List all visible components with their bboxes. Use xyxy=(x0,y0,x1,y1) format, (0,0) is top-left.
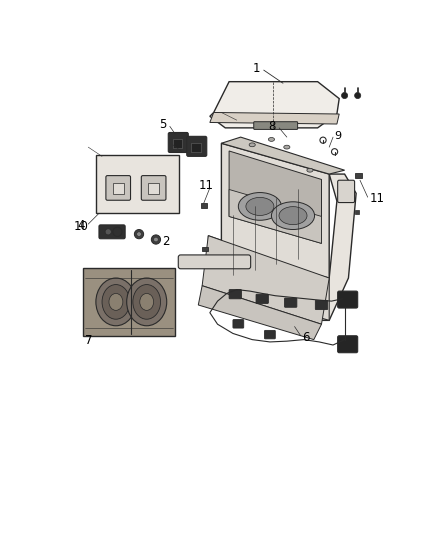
Circle shape xyxy=(154,237,158,242)
FancyBboxPatch shape xyxy=(178,255,251,269)
FancyBboxPatch shape xyxy=(113,183,124,194)
FancyBboxPatch shape xyxy=(99,225,125,239)
FancyBboxPatch shape xyxy=(265,330,276,339)
FancyBboxPatch shape xyxy=(233,320,244,328)
Polygon shape xyxy=(221,143,329,278)
Ellipse shape xyxy=(279,207,307,224)
Bar xyxy=(355,210,359,214)
FancyBboxPatch shape xyxy=(254,122,298,130)
Polygon shape xyxy=(83,268,175,336)
Ellipse shape xyxy=(246,197,274,215)
Circle shape xyxy=(134,230,144,239)
Ellipse shape xyxy=(272,202,314,230)
Text: 4: 4 xyxy=(78,219,85,232)
Ellipse shape xyxy=(268,138,275,141)
Text: 2: 2 xyxy=(162,235,170,247)
FancyBboxPatch shape xyxy=(256,294,268,303)
FancyBboxPatch shape xyxy=(338,291,358,308)
Text: 10: 10 xyxy=(73,220,88,233)
Text: 11: 11 xyxy=(198,179,213,192)
FancyBboxPatch shape xyxy=(338,336,358,353)
Ellipse shape xyxy=(127,278,167,326)
Text: 7: 7 xyxy=(85,334,92,347)
Ellipse shape xyxy=(102,285,130,319)
FancyBboxPatch shape xyxy=(148,183,159,194)
FancyBboxPatch shape xyxy=(187,136,207,156)
Ellipse shape xyxy=(307,168,313,172)
Circle shape xyxy=(137,232,141,237)
Text: 5: 5 xyxy=(159,118,167,131)
Ellipse shape xyxy=(249,143,255,147)
Ellipse shape xyxy=(140,294,154,310)
FancyBboxPatch shape xyxy=(106,175,131,200)
Ellipse shape xyxy=(238,192,282,220)
Polygon shape xyxy=(210,112,339,124)
Bar xyxy=(355,173,361,178)
Polygon shape xyxy=(229,151,321,244)
Circle shape xyxy=(151,235,161,244)
Polygon shape xyxy=(210,82,339,128)
FancyBboxPatch shape xyxy=(141,175,166,200)
Polygon shape xyxy=(96,155,179,213)
Bar xyxy=(201,203,207,208)
Ellipse shape xyxy=(133,285,161,319)
Polygon shape xyxy=(229,189,321,244)
Polygon shape xyxy=(318,174,356,320)
Ellipse shape xyxy=(284,145,290,149)
Circle shape xyxy=(105,229,111,235)
Circle shape xyxy=(342,92,348,99)
Polygon shape xyxy=(208,236,329,320)
Bar xyxy=(202,247,208,251)
FancyBboxPatch shape xyxy=(173,139,182,148)
Text: 9: 9 xyxy=(335,131,342,141)
Polygon shape xyxy=(221,137,345,174)
Text: 11: 11 xyxy=(369,192,384,205)
FancyBboxPatch shape xyxy=(191,142,201,152)
FancyBboxPatch shape xyxy=(315,301,328,310)
Text: 1: 1 xyxy=(252,62,260,75)
FancyBboxPatch shape xyxy=(168,133,188,152)
Circle shape xyxy=(355,92,361,99)
Ellipse shape xyxy=(96,278,136,326)
Text: 6: 6 xyxy=(302,331,310,344)
FancyBboxPatch shape xyxy=(285,298,297,308)
FancyBboxPatch shape xyxy=(338,180,355,203)
FancyBboxPatch shape xyxy=(229,289,241,299)
Polygon shape xyxy=(198,286,321,340)
Ellipse shape xyxy=(109,294,123,310)
Polygon shape xyxy=(202,236,329,324)
Text: 8: 8 xyxy=(268,120,276,133)
